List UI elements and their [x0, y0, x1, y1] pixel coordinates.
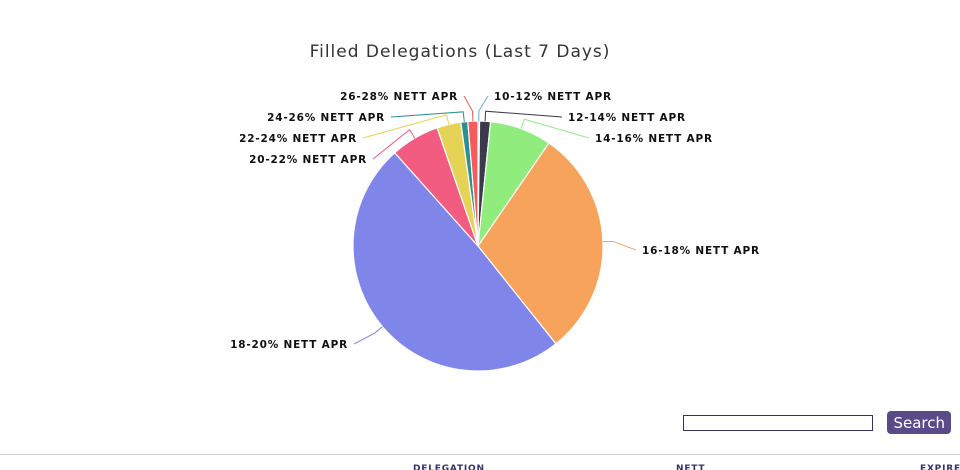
pie-chart: Filled Delegations (Last 7 Days) 10-12% …: [230, 42, 760, 372]
pie-slice-label: 14-16% NETT APR: [595, 133, 713, 145]
search-bar: Search: [683, 411, 951, 434]
pie-slice-label: 16-18% NETT APR: [642, 245, 760, 257]
pie-slice-label: 12-14% NETT APR: [568, 112, 686, 124]
pie-slice-label: 24-26% NETT APR: [267, 112, 385, 124]
search-input[interactable]: [683, 414, 874, 431]
pie-slice[interactable]: [467, 120, 479, 247]
pie-leader-line: [463, 95, 474, 122]
pie-slices: [352, 120, 604, 372]
pie-chart-svg: Filled Delegations (Last 7 Days) 10-12% …: [230, 42, 760, 372]
pie-leader-line: [602, 240, 637, 251]
pie-slice-labels: 10-12% NETT APR 12-14% NETT APR 14-16% NET…: [230, 91, 760, 351]
pie-leader-line: [362, 114, 450, 139]
pie-leader-line: [484, 110, 563, 122]
pie-slice-label: 22-24% NETT APR: [239, 133, 357, 145]
pie-leader-line: [372, 128, 416, 160]
pie-leader-line: [478, 95, 489, 122]
pie-leader-line: [520, 118, 590, 139]
pie-slice-label: 10-12% NETT APR: [494, 91, 612, 103]
pie-slice-label: 18-20% NETT APR: [230, 339, 348, 351]
pie-slice-label: 20-22% NETT APR: [249, 154, 367, 166]
pie-leader-lines: [353, 95, 637, 345]
table-header: DELEGATION NETT EXPIRES: [0, 462, 960, 470]
pie-leader-line: [353, 326, 383, 345]
search-button[interactable]: Search: [887, 411, 951, 434]
chart-title: Filled Delegations (Last 7 Days): [310, 42, 611, 62]
column-header-nett[interactable]: NETT: [676, 464, 706, 470]
table-divider: [0, 454, 960, 455]
column-header-expires[interactable]: EXPIRES: [920, 464, 960, 470]
pie-slice-label: 26-28% NETT APR: [340, 91, 458, 103]
pie-slice[interactable]: [352, 151, 557, 372]
column-header-delegation[interactable]: DELEGATION: [413, 464, 485, 470]
pie-leader-line: [390, 111, 465, 122]
